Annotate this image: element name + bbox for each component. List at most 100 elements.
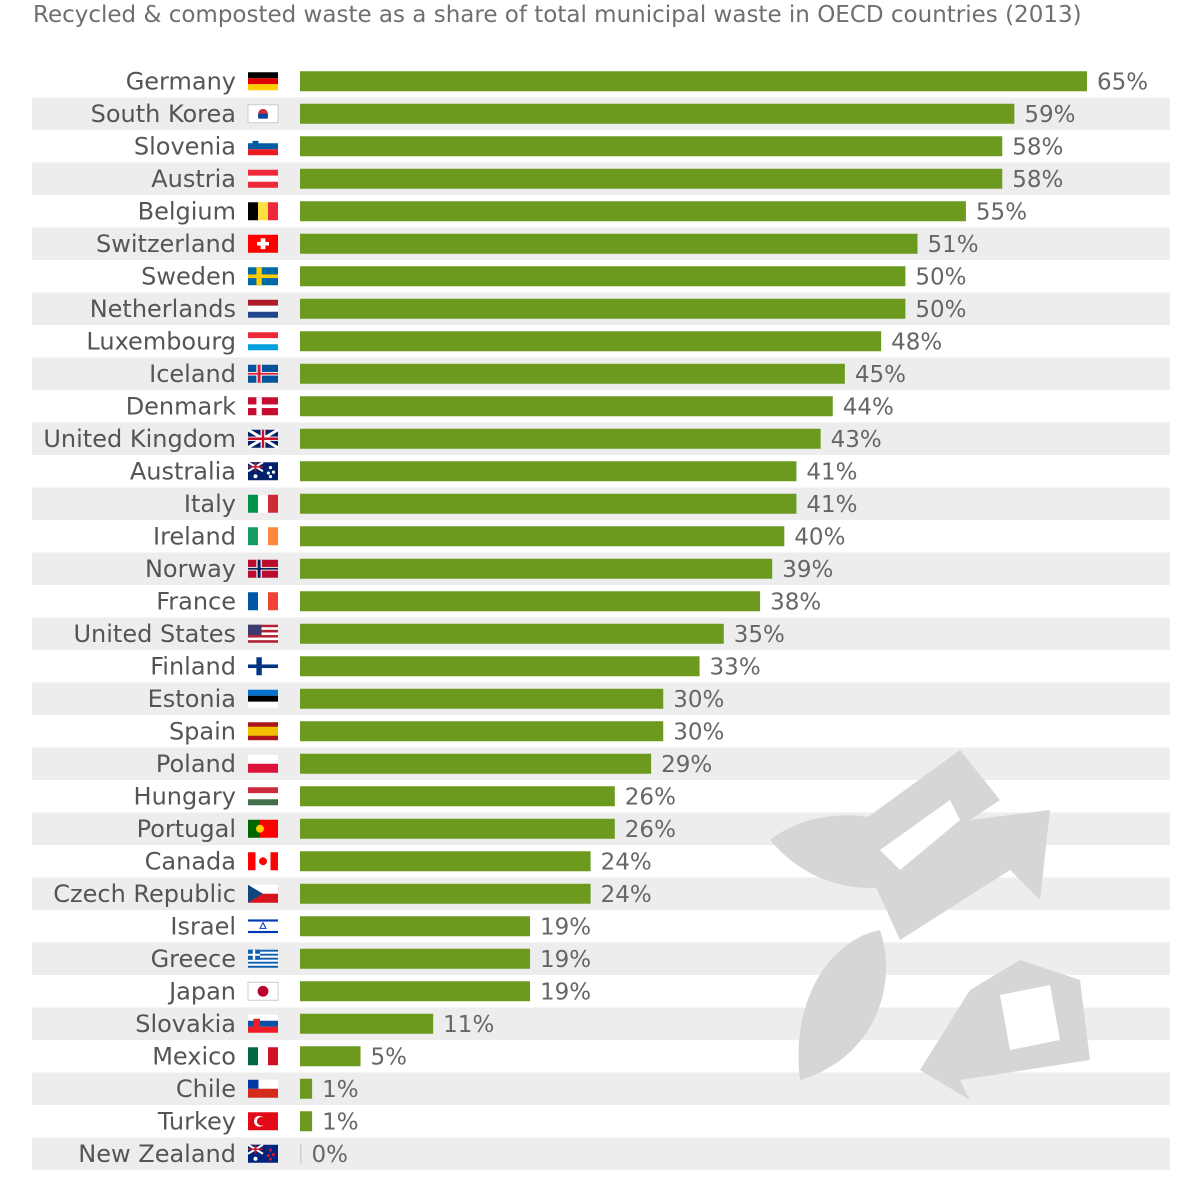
flag-il-icon xyxy=(248,917,278,936)
category-label: Iceland xyxy=(149,360,236,388)
flag-pl-icon xyxy=(248,754,278,773)
category-label: Slovenia xyxy=(134,132,236,160)
flag-is-icon xyxy=(248,364,278,383)
flag-tr-icon xyxy=(248,1112,278,1131)
value-label: 50% xyxy=(915,297,966,323)
bar xyxy=(300,298,906,319)
flag-si-icon xyxy=(248,137,278,156)
value-label: 33% xyxy=(710,654,761,680)
category-label: Poland xyxy=(156,750,236,778)
bar xyxy=(300,493,797,514)
value-label: 51% xyxy=(927,232,978,258)
bar xyxy=(300,1013,434,1034)
flag-mx-icon xyxy=(248,1047,278,1066)
bar xyxy=(300,1078,313,1099)
bar xyxy=(300,558,773,579)
bar xyxy=(300,461,797,482)
category-label: Greece xyxy=(151,945,236,973)
bar xyxy=(300,688,664,709)
value-label: 65% xyxy=(1097,69,1148,95)
bar xyxy=(300,883,591,904)
category-label: New Zealand xyxy=(78,1140,236,1168)
value-label: 58% xyxy=(1012,167,1063,193)
flag-de-icon xyxy=(248,72,278,91)
flag-lu-icon xyxy=(248,332,278,351)
category-label: Finland xyxy=(150,652,236,680)
bar xyxy=(300,201,966,222)
flag-nz-icon xyxy=(247,1143,278,1163)
value-label: 50% xyxy=(915,264,966,290)
bar xyxy=(300,1046,361,1067)
category-label: Estonia xyxy=(148,685,236,713)
value-label: 19% xyxy=(540,979,591,1005)
recycling-leaf-icon xyxy=(770,750,1090,1100)
category-label: Mexico xyxy=(152,1042,236,1070)
value-label: 5% xyxy=(371,1044,408,1070)
category-label: Ireland xyxy=(153,522,236,550)
value-label: 1% xyxy=(322,1077,359,1103)
value-label: 41% xyxy=(806,459,857,485)
value-label: 45% xyxy=(855,362,906,388)
bar xyxy=(300,168,1003,189)
category-label: Japan xyxy=(167,977,236,1005)
value-label: 26% xyxy=(625,784,676,810)
flag-ch-icon xyxy=(248,234,278,253)
category-label: Sweden xyxy=(141,262,236,290)
bar xyxy=(300,591,761,612)
flag-au-icon xyxy=(247,461,278,481)
flag-pt-icon xyxy=(248,819,278,838)
value-label: 24% xyxy=(601,882,652,908)
row-stripe xyxy=(32,1072,1170,1105)
flag-sk-icon xyxy=(248,1014,278,1033)
bar xyxy=(300,396,833,417)
flag-fr-icon xyxy=(248,592,278,611)
value-label: 41% xyxy=(806,492,857,518)
category-label: Belgium xyxy=(138,197,236,225)
category-label: Germany xyxy=(126,67,236,95)
bar xyxy=(300,266,906,287)
value-label: 38% xyxy=(770,589,821,615)
value-label: 48% xyxy=(891,329,942,355)
bar xyxy=(300,428,821,449)
value-label: 26% xyxy=(625,817,676,843)
value-label: 39% xyxy=(782,557,833,583)
bar xyxy=(300,656,700,677)
value-label: 0% xyxy=(312,1142,349,1168)
value-label: 44% xyxy=(843,394,894,420)
value-label: 35% xyxy=(734,622,785,648)
category-label: Switzerland xyxy=(96,230,236,258)
value-label: 58% xyxy=(1012,134,1063,160)
value-label: 43% xyxy=(831,427,882,453)
category-label: Slovakia xyxy=(135,1010,236,1038)
bar xyxy=(300,526,785,547)
category-label: Israel xyxy=(170,912,236,940)
value-label: 19% xyxy=(540,947,591,973)
value-label: 11% xyxy=(443,1012,494,1038)
bar xyxy=(300,981,531,1002)
flag-jp-icon xyxy=(247,981,279,1001)
category-label: Czech Republic xyxy=(53,880,236,908)
bar xyxy=(300,103,1015,124)
bar xyxy=(300,948,531,969)
flag-at-icon xyxy=(248,169,278,188)
category-label: Netherlands xyxy=(90,295,236,323)
category-label: Turkey xyxy=(157,1107,236,1135)
category-label: South Korea xyxy=(91,100,236,128)
value-label: 40% xyxy=(794,524,845,550)
flag-hu-icon xyxy=(248,787,278,806)
flag-gr-icon xyxy=(248,949,278,968)
bar xyxy=(300,1111,313,1132)
flag-ee-icon xyxy=(248,689,278,708)
category-label: Norway xyxy=(145,555,236,583)
bar xyxy=(300,71,1087,92)
flag-ca-icon xyxy=(248,852,278,871)
bar xyxy=(300,818,615,839)
flag-dk-icon xyxy=(248,397,278,416)
chart-subtitle: Recycled & composted waste as a share of… xyxy=(33,2,1082,28)
value-label: 1% xyxy=(322,1109,359,1135)
value-label: 29% xyxy=(661,752,712,778)
bar xyxy=(300,1143,302,1164)
flag-it-icon xyxy=(248,494,278,513)
flag-es-icon xyxy=(248,722,278,741)
